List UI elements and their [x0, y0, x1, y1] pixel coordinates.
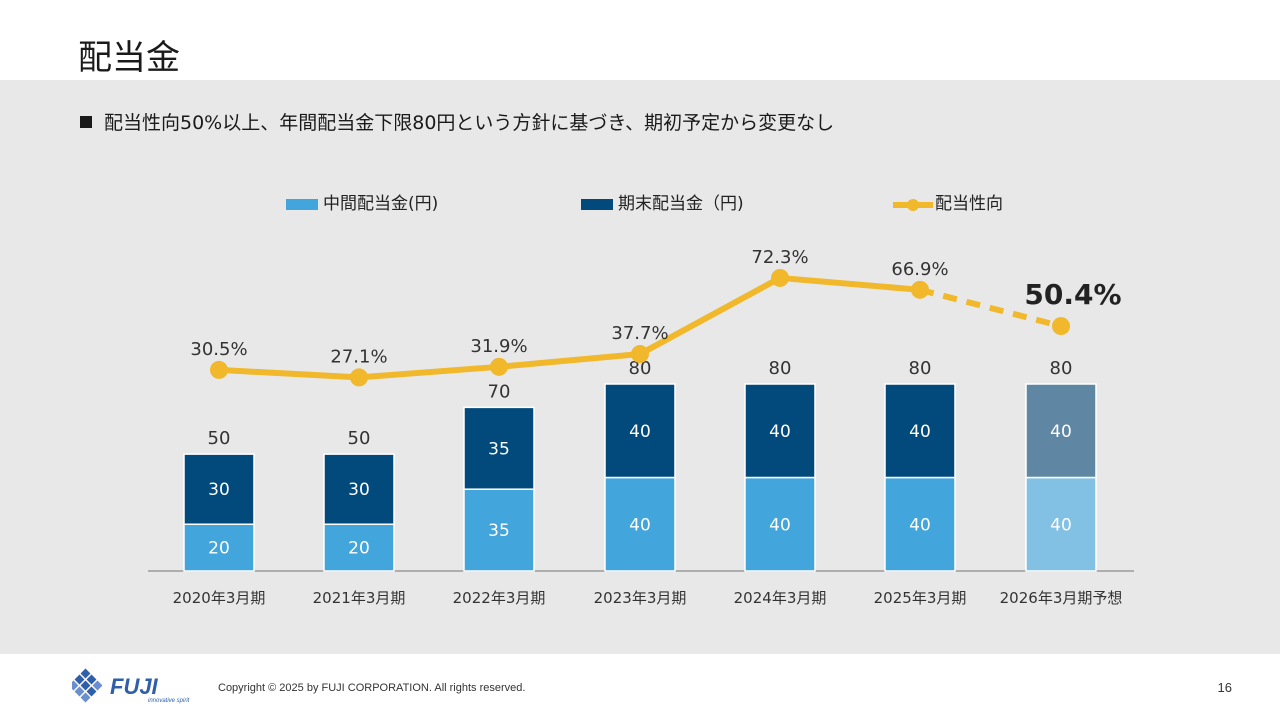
bullet-point: 配当性向50%以上、年間配当金下限80円という方針に基づき、期初予定から変更なし [80, 108, 834, 135]
logo-tagline: innovative spirit [148, 698, 190, 704]
bar-total-label-2: 70 [488, 381, 511, 402]
payout-label-2: 31.9% [470, 336, 527, 357]
logo-wordmark: FUJI [110, 674, 159, 699]
fuji-logo: FUJI innovative spirit [68, 668, 212, 712]
bar-value-label-interim-3: 40 [629, 515, 651, 535]
bar-total-label-3: 80 [629, 358, 652, 379]
payout-point-5 [911, 280, 929, 299]
payout-point-3 [631, 345, 649, 364]
bar-total-label-4: 80 [769, 358, 792, 379]
page-title: 配当金 [78, 38, 180, 78]
bar-value-label-year-end-5: 40 [909, 422, 931, 442]
bar-value-label-interim-2: 35 [488, 521, 510, 541]
payout-point-2 [490, 357, 508, 376]
payout-line-actual [218, 274, 921, 381]
payout-label-4: 72.3% [751, 247, 808, 268]
legend-swatch-interim [286, 199, 318, 210]
bar-year-end-1 [323, 453, 395, 525]
bar-interim-2 [463, 488, 535, 572]
bar-value-label-interim-5: 40 [909, 515, 931, 535]
payout-label-1: 27.1% [330, 346, 387, 367]
bar-year-end-3 [604, 383, 676, 479]
legend-label-interim: 中間配当金(円) [323, 194, 438, 214]
legend-swatch-year-end [581, 199, 613, 210]
payout-label-0: 30.5% [190, 339, 247, 360]
payout-point-4 [771, 268, 789, 287]
page-number: 16 [1217, 680, 1232, 695]
bar-year-end-4 [744, 383, 816, 479]
bullet-text: 配当性向50%以上、年間配当金下限80円という方針に基づき、期初予定から変更なし [104, 112, 835, 134]
bar-value-label-year-end-4: 40 [769, 422, 791, 442]
bar-value-label-year-end-2: 35 [488, 439, 510, 459]
legend-swatch-payout-dot [907, 199, 919, 211]
bar-year-end-6 [1025, 383, 1097, 479]
bar-total-label-1: 50 [348, 428, 371, 449]
bar-interim-6 [1025, 476, 1097, 572]
copyright-text: Copyright © 2025 by FUJI CORPORATION. Al… [218, 682, 526, 694]
bar-interim-3 [604, 476, 676, 572]
x-tick-label-1: 2021年3月期 [313, 589, 406, 607]
bar-value-label-interim-1: 20 [348, 539, 370, 559]
bar-value-label-year-end-3: 40 [629, 422, 651, 442]
x-tick-label-2: 2022年3月期 [453, 589, 546, 607]
x-tick-label-4: 2024年3月期 [734, 589, 827, 607]
payout-label-6: 50.4% [1024, 278, 1121, 311]
bar-value-label-interim-0: 20 [208, 539, 230, 559]
legend-label-payout: 配当性向 [935, 194, 1003, 214]
payout-point-1 [350, 368, 368, 387]
x-tick-label-3: 2023年3月期 [594, 589, 687, 607]
bar-value-label-interim-6: 40 [1050, 515, 1072, 535]
bar-interim-5 [884, 476, 956, 572]
bar-total-label-5: 80 [909, 358, 932, 379]
payout-label-5: 66.9% [891, 259, 948, 280]
payout-point-0 [210, 360, 228, 379]
bar-total-label-0: 50 [208, 428, 231, 449]
bar-year-end-5 [884, 383, 956, 479]
x-tick-label-6: 2026年3月期予想 [1000, 589, 1123, 607]
bar-value-label-year-end-0: 30 [208, 480, 230, 500]
payout-line-forecast [919, 286, 1062, 330]
bar-value-label-year-end-1: 30 [348, 480, 370, 500]
x-tick-label-5: 2025年3月期 [874, 589, 967, 607]
legend-label-year-end: 期末配当金（円) [618, 194, 744, 214]
bar-year-end-2 [463, 406, 535, 490]
bar-interim-0 [183, 523, 255, 572]
payout-point-6 [1052, 317, 1070, 336]
bar-year-end-0 [183, 453, 255, 525]
x-tick-label-0: 2020年3月期 [173, 589, 266, 607]
bar-value-label-interim-4: 40 [769, 515, 791, 535]
payout-label-3: 37.7% [611, 323, 668, 344]
fuji-logo-icon: FUJI innovative spirit [68, 668, 190, 704]
bullet-square-icon [80, 115, 92, 128]
bar-value-label-year-end-6: 40 [1050, 422, 1072, 442]
bar-total-label-6: 80 [1050, 358, 1073, 379]
